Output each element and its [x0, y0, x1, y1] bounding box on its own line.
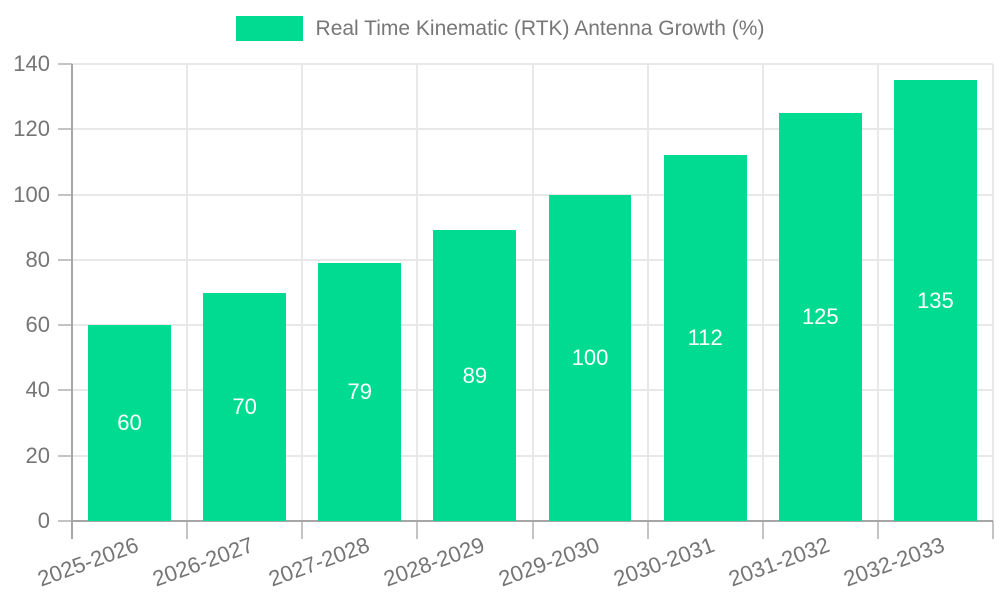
- y-axis-tick-label: 120: [13, 116, 50, 142]
- bar-value-label: 70: [232, 393, 257, 419]
- chart-legend[interactable]: Real Time Kinematic (RTK) Antenna Growth…: [0, 16, 1000, 41]
- y-axis-tick-label: 100: [13, 181, 50, 207]
- gridline-vertical: [301, 64, 304, 521]
- x-axis-line: [72, 520, 993, 522]
- x-axis-category-label: 2027-2028: [264, 532, 373, 592]
- x-axis-tick: [531, 521, 534, 539]
- y-axis-tick: [58, 128, 72, 131]
- x-axis-category-label: 2028-2029: [380, 532, 488, 592]
- bar[interactable]: 100: [548, 194, 632, 521]
- x-axis-category-label: 2025-2026: [34, 532, 143, 592]
- gridline-vertical: [761, 64, 764, 521]
- gridline-vertical: [992, 64, 994, 521]
- bar[interactable]: 79: [318, 263, 402, 521]
- x-axis-tick: [876, 521, 879, 539]
- y-axis-tick: [58, 63, 72, 65]
- x-axis-tick: [301, 521, 304, 539]
- bar[interactable]: 70: [203, 292, 287, 521]
- y-axis-tick: [58, 520, 72, 522]
- y-axis-tick: [58, 258, 72, 261]
- bar-value-label: 100: [571, 344, 609, 370]
- y-axis-tick-label: 140: [13, 51, 50, 76]
- gridline-vertical: [876, 64, 879, 521]
- bar-value-label: 112: [687, 325, 723, 351]
- bar-value-label: 89: [462, 362, 488, 388]
- x-axis-category-label: 2031-2032: [725, 532, 833, 592]
- legend-label: Real Time Kinematic (RTK) Antenna Growth…: [315, 16, 765, 40]
- y-axis-tick: [58, 193, 72, 196]
- y-axis-tick-label: 40: [25, 377, 50, 403]
- y-axis-tick-label: 20: [25, 442, 50, 468]
- x-axis-tick: [186, 521, 189, 539]
- bar[interactable]: 135: [893, 80, 977, 521]
- bar-value-label: 125: [801, 303, 839, 329]
- plot-area: 0 20 40 60 80 100 120 140 60 2025-2026 70 2026-2027…: [13, 51, 994, 591]
- x-axis-category-label: 2032-2033: [840, 532, 948, 592]
- y-axis-line: [71, 64, 73, 539]
- x-axis-category-label: 2030-2031: [610, 532, 718, 592]
- y-axis-tick: [58, 454, 72, 457]
- gridline-vertical: [416, 64, 419, 521]
- x-axis-tick: [992, 521, 994, 539]
- bar-value-label: 135: [917, 287, 954, 313]
- gridline-vertical: [646, 64, 649, 521]
- x-axis-tick: [416, 521, 419, 539]
- bar[interactable]: 89: [433, 230, 517, 521]
- x-axis-category-label: 2029-2030: [495, 532, 603, 592]
- y-axis-tick-label: 80: [25, 246, 50, 272]
- bar[interactable]: 125: [778, 112, 862, 521]
- x-axis-tick: [646, 521, 649, 539]
- bar[interactable]: 112: [663, 155, 747, 521]
- y-axis-tick-label: 0: [37, 508, 50, 533]
- legend-swatch: [235, 16, 303, 41]
- y-axis-tick-label: 60: [25, 312, 50, 338]
- x-axis-tick: [761, 521, 764, 539]
- y-axis-tick: [58, 389, 72, 392]
- bar[interactable]: 60: [88, 325, 171, 521]
- y-axis-tick: [58, 324, 72, 327]
- gridline-vertical: [531, 64, 534, 521]
- bar-value-label: 60: [117, 410, 142, 436]
- x-axis-category-label: 2026-2027: [149, 532, 258, 592]
- gridline-vertical: [186, 64, 189, 521]
- bar-value-label: 79: [347, 379, 373, 405]
